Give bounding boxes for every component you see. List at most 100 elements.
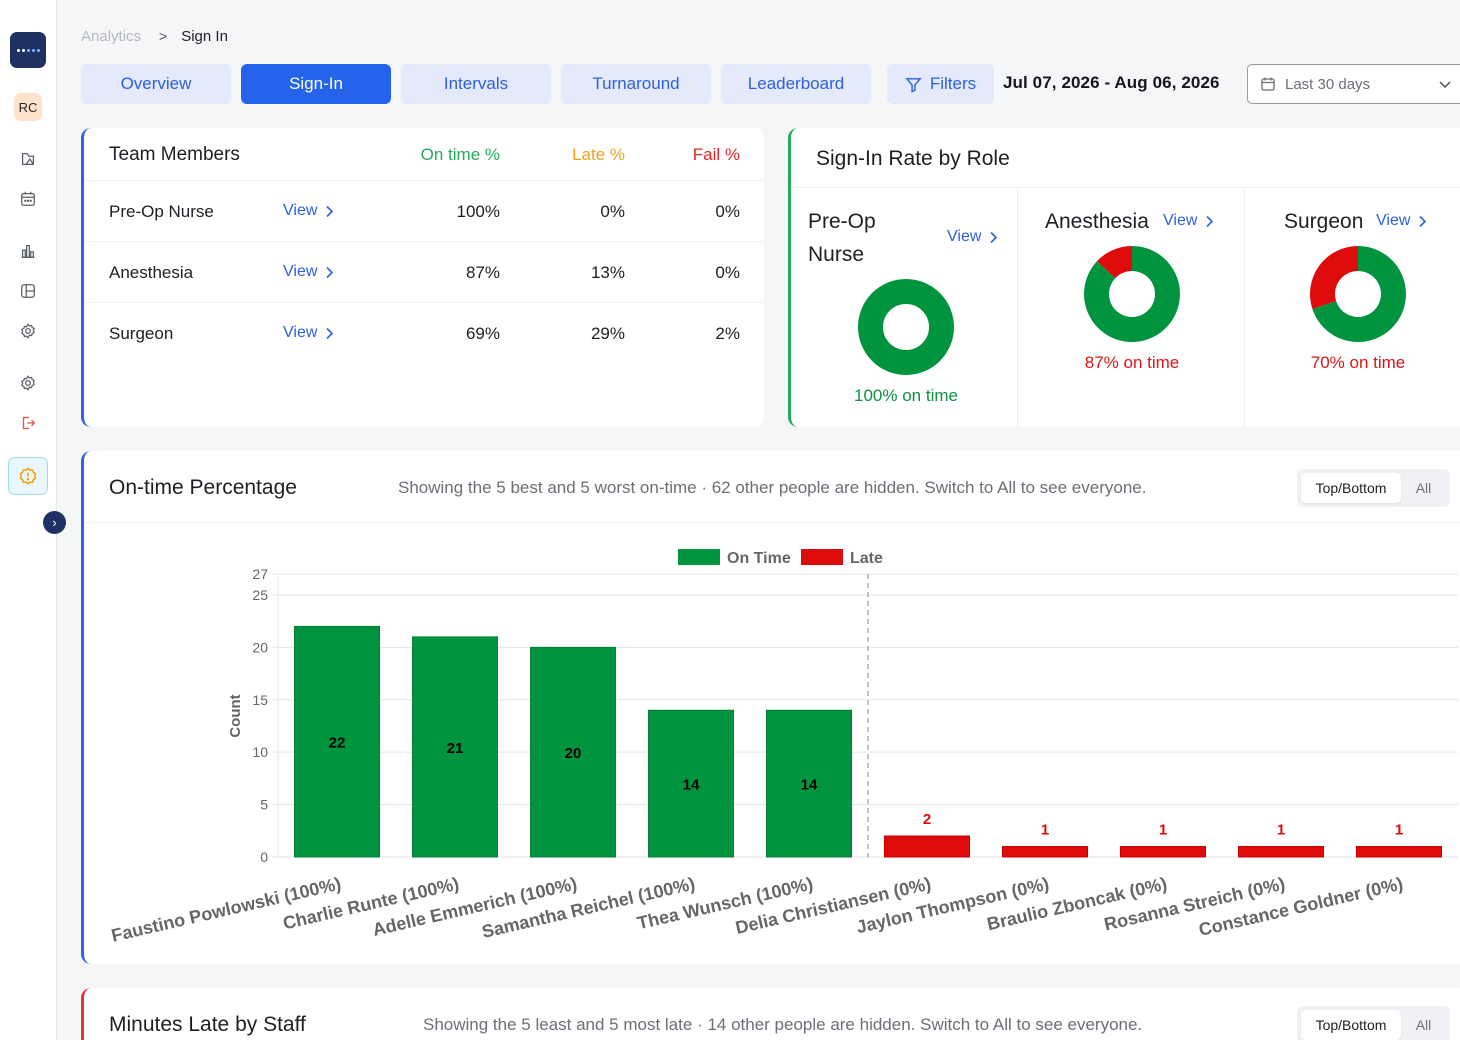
on-time-value: 100% (456, 202, 500, 221)
view-toggle: Top/Bottom All (1297, 469, 1450, 507)
date-range: Jul 07, 2026 - Aug 06, 2026 (1003, 73, 1220, 92)
divider (791, 187, 1460, 188)
settings-icon[interactable] (18, 321, 38, 341)
toggle-all[interactable]: All (1415, 480, 1432, 496)
tab-sign-in[interactable]: Sign-In (241, 64, 391, 104)
filter-icon (905, 77, 922, 93)
role-name-line2: Nurse (808, 243, 865, 266)
late-bar[interactable] (1356, 846, 1442, 858)
on-time-label: 100% on time (854, 386, 958, 405)
y-tick-label: 20 (252, 639, 268, 655)
late-bar[interactable] (1120, 846, 1206, 858)
late-bar[interactable] (1238, 846, 1324, 858)
on-time-value: 87% (465, 263, 500, 282)
calendar-icon[interactable] (18, 189, 38, 209)
legend-label[interactable]: On Time (727, 550, 791, 567)
chevron-right-icon (326, 327, 334, 339)
sign-in-rate-card: Sign-In Rate by Role Pre-Op Nurse View 1… (788, 128, 1460, 427)
view-link[interactable]: View (947, 228, 998, 246)
toggle-top-bottom[interactable]: Top/Bottom (1301, 1010, 1401, 1040)
donut-on-time-arc (858, 279, 954, 375)
chevron-right-icon (326, 205, 334, 217)
on-time-chart-card: On-time Percentage Showing the 5 best an… (81, 451, 1460, 964)
minutes-late-card: Minutes Late by Staff Showing the 5 leas… (81, 988, 1460, 1040)
on-time-bar[interactable] (412, 636, 498, 858)
chart-title: On-time Percentage (109, 476, 297, 499)
on-time-bar[interactable] (294, 625, 380, 858)
view-link[interactable]: View (283, 202, 334, 220)
y-tick-label: 27 (252, 566, 268, 582)
date-range-select[interactable]: Last 30 days (1247, 64, 1460, 104)
donut-chart (1084, 246, 1180, 342)
donut-on-time-arc (1084, 246, 1180, 342)
toggle-all[interactable]: All (1415, 1017, 1432, 1033)
table-row: Pre-Op Nurse View 100% 0% 0% (84, 181, 764, 242)
on-time-value: 69% (465, 324, 500, 343)
view-link[interactable]: View (283, 324, 334, 342)
table-row: Surgeon View 69% 29% 2% (84, 303, 764, 364)
bar-value-label: 1 (1041, 822, 1049, 839)
role-panel-surgeon: Surgeon View 70% on time (1245, 188, 1460, 427)
bar-value-label: 22 (329, 735, 346, 752)
on-time-label: 70% on time (1310, 353, 1406, 372)
y-tick-label: 25 (252, 587, 268, 603)
tab-turnaround[interactable]: Turnaround (561, 64, 711, 104)
donut-on-time-arc (1312, 246, 1406, 342)
late-bar[interactable] (884, 835, 970, 858)
toggle-top-bottom[interactable]: Top/Bottom (1301, 473, 1401, 503)
alert-icon[interactable] (8, 457, 48, 495)
legend-swatch (801, 549, 843, 565)
table-row: Anesthesia View 87% 13% 0% (84, 242, 764, 303)
role-name: Pre-Op Nurse (109, 202, 214, 221)
late-value: 29% (590, 324, 625, 343)
breadcrumb-parent[interactable]: Analytics (81, 27, 142, 45)
team-members-title: Team Members (109, 144, 240, 165)
sidebar: RC › (0, 0, 66, 1040)
bar-value-label: 14 (801, 777, 818, 794)
tab-leaderboard[interactable]: Leaderboard (721, 64, 871, 104)
breadcrumb-current: Sign In (181, 27, 228, 45)
late-value: 13% (590, 263, 625, 282)
breadcrumb: Analytics > Sign In (81, 26, 228, 46)
view-label: View (283, 324, 318, 341)
legend-label[interactable]: Late (850, 550, 883, 567)
donut-chart (858, 279, 954, 375)
late-bar[interactable] (1002, 846, 1088, 858)
bar-value-label: 1 (1395, 822, 1403, 839)
logout-icon[interactable] (18, 413, 38, 433)
app-logo-icon[interactable] (10, 32, 46, 68)
view-toggle: Top/Bottom All (1297, 1006, 1450, 1040)
y-tick-label: 15 (252, 692, 268, 708)
chevron-right-icon (990, 231, 998, 243)
divider (84, 522, 1460, 523)
view-link[interactable]: View (1376, 212, 1427, 230)
bar-value-label: 21 (447, 740, 464, 757)
role-name: Anesthesia (1045, 210, 1149, 233)
preferences-icon[interactable] (18, 373, 38, 393)
bar-value-label: 2 (923, 811, 931, 828)
late-value: 0% (600, 202, 625, 221)
filters-button[interactable]: Filters (887, 64, 994, 104)
chart-title: Minutes Late by Staff (109, 1013, 306, 1036)
cases-icon[interactable] (18, 149, 38, 169)
team-members-card: Team Members On time % Late % Fail % Pre… (81, 128, 764, 427)
chart-subtitle: Showing the 5 best and 5 worst on-time ·… (398, 478, 1147, 497)
view-label: View (947, 228, 982, 245)
col-on-time: On time % (420, 145, 500, 164)
sidebar-expand-button[interactable]: › (43, 511, 66, 534)
role-name: Anesthesia (109, 263, 194, 282)
tab-overview[interactable]: Overview (81, 64, 231, 104)
fail-value: 0% (715, 202, 740, 221)
calendar-icon (1261, 77, 1275, 91)
layout-icon[interactable] (18, 281, 38, 301)
view-link[interactable]: View (1163, 212, 1214, 230)
avatar[interactable]: RC (14, 93, 42, 121)
on-time-bar[interactable] (766, 709, 852, 858)
chevron-right-icon (326, 266, 334, 278)
view-link[interactable]: View (283, 263, 334, 281)
tab-intervals[interactable]: Intervals (401, 64, 551, 104)
analytics-icon[interactable] (18, 241, 38, 261)
on-time-bar[interactable] (648, 709, 734, 858)
on-time-bar[interactable] (530, 646, 616, 858)
